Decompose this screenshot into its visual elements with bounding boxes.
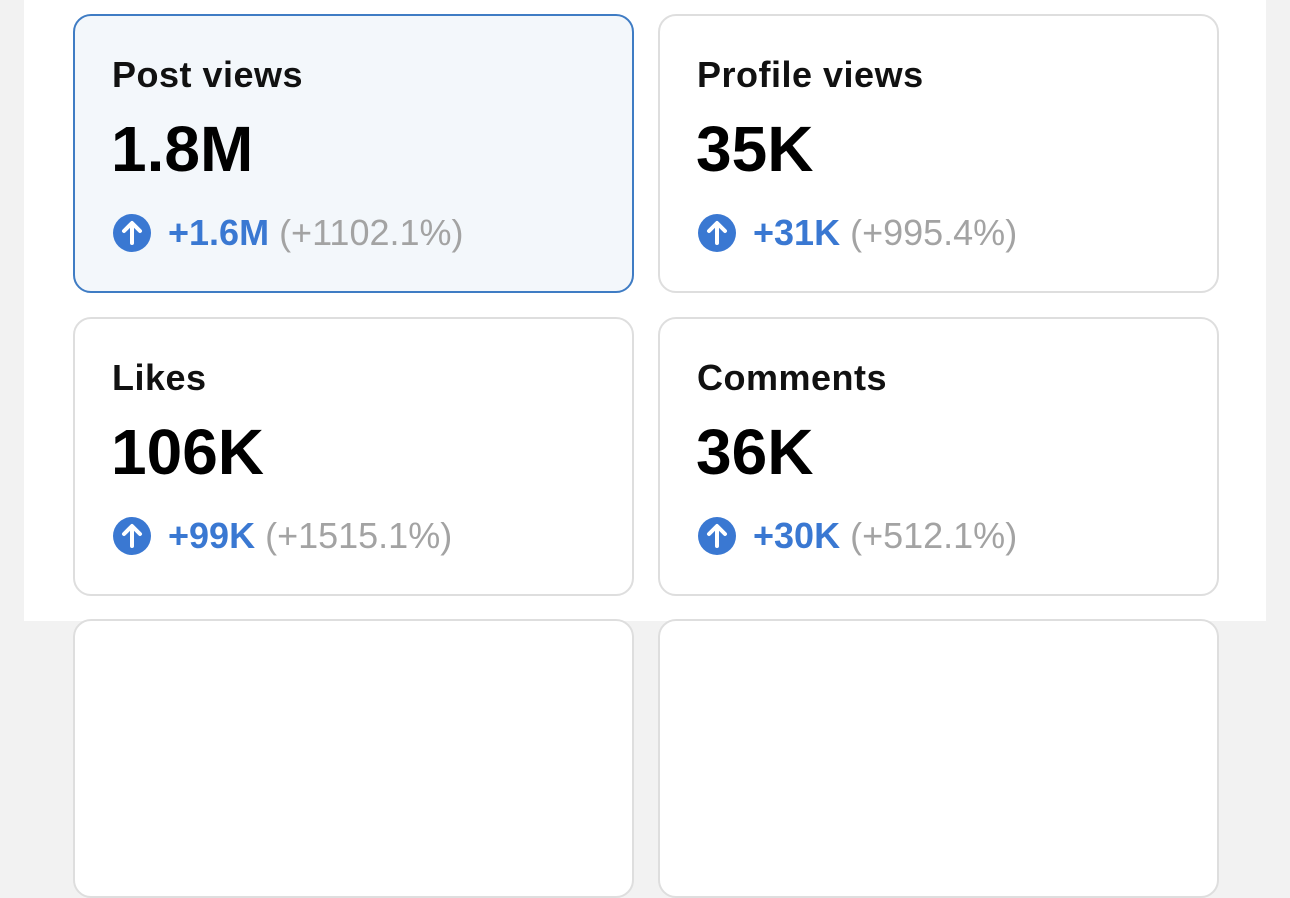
card-partial [658,619,1219,898]
up-icon [113,214,151,252]
page: Post views 1.8M +1.6M (+1102.1%) Profile vie… [24,0,1266,898]
metric-percent: (+995.4%) [850,212,1018,253]
metric-label: Comments [697,357,888,398]
metric-change: +31K [753,212,841,253]
metric-change-row: +31K (+995.4%) [697,212,1018,253]
metric-label: Likes [112,357,207,398]
metric-percent: (+1102.1%) [279,212,464,253]
metric-card[interactable]: Profile views 35K +31K (+995.4%) [658,14,1219,293]
metric-value: 36K [696,416,814,488]
metric-change: +99K [168,515,256,556]
metric-card[interactable]: Post views 1.8M +1.6M (+1102.1%) [73,14,634,293]
up-icon [698,517,736,555]
metric-change: +30K [753,515,841,556]
metric-percent: (+1515.1%) [265,515,453,556]
metric-value: 35K [696,113,814,185]
up-icon [698,214,736,252]
metric-change-row: +1.6M (+1102.1%) [112,212,464,253]
metric-label: Post views [112,54,304,95]
up-icon [113,517,151,555]
metric-label: Profile views [697,54,924,95]
metric-value: 106K [111,416,264,488]
metric-card[interactable]: Likes 106K +99K (+1515.1%) [73,317,634,596]
metric-change: +1.6M [168,212,270,253]
metric-card[interactable]: Comments 36K +30K (+512.1%) [658,317,1219,596]
panel: Post views 1.8M +1.6M (+1102.1%) Profile vie… [24,0,1266,898]
metric-percent: (+512.1%) [850,515,1018,556]
card-partial [73,619,634,898]
metric-change-row: +30K (+512.1%) [697,515,1018,556]
metric-value: 1.8M [111,113,254,185]
metric-change-row: +99K (+1515.1%) [112,515,453,556]
